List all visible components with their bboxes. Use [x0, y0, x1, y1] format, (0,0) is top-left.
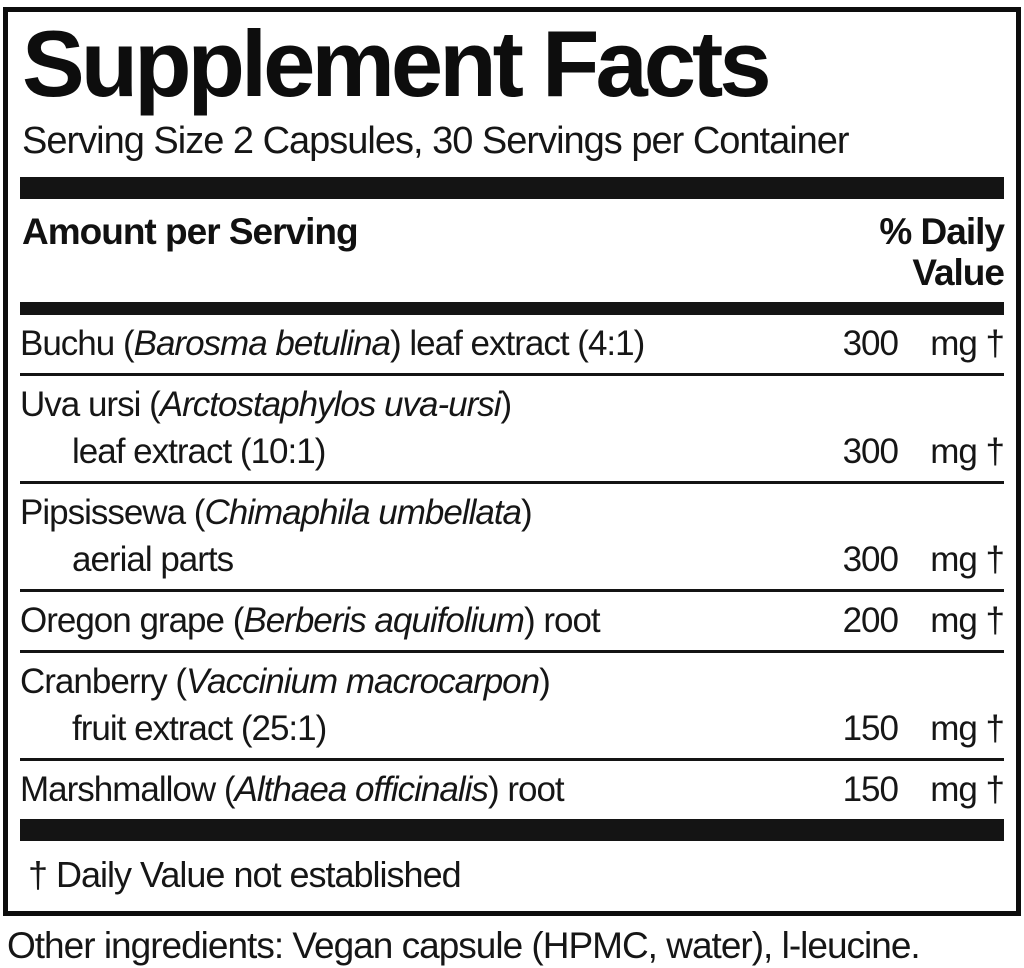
- ingredient-amount: 300: [842, 539, 899, 579]
- serving-size-line: Serving Size 2 Capsules, 30 Servings per…: [22, 119, 850, 162]
- ingredient-name: Cranberry (Vaccinium macrocarpon): [20, 658, 1004, 705]
- ingredient-row-oregon-grape: Oregon grape (Berberis aquifolium) root …: [20, 592, 1005, 653]
- ingredient-latin-name: Althaea officinalis: [234, 769, 489, 809]
- column-header-daily-value-line2: Value: [912, 252, 1005, 294]
- ingredient-latin-name: Vaccinium macrocarpon: [185, 661, 540, 701]
- ingredient-detail: leaf extract (10:1): [72, 431, 326, 471]
- ingredient-name-text: Cranberry (: [20, 661, 187, 701]
- ingredient-name-text: ) root: [487, 769, 565, 809]
- ingredient-name-text: Buchu (: [20, 323, 135, 363]
- ingredient-name-text: Marshmallow (: [20, 769, 236, 809]
- separator-bar-header: [20, 301, 1004, 315]
- separator-bar-top: [20, 176, 1004, 199]
- ingredient-amount: 200: [842, 600, 899, 640]
- ingredient-name: Oregon grape (Berberis aquifolium) root: [20, 597, 822, 644]
- ingredient-unit: mg †: [930, 600, 1005, 640]
- ingredient-row-cranberry: Cranberry (Vaccinium macrocarpon) fruit …: [20, 653, 1005, 761]
- column-header-daily-value-line1: % Daily: [879, 210, 1005, 252]
- ingredient-row-uva-ursi: Uva ursi (Arctostaphylos uva-ursi) leaf …: [20, 376, 1005, 484]
- column-header-row: Amount per Serving % Daily Value: [20, 199, 1005, 302]
- ingredient-amount: 150: [842, 708, 899, 748]
- ingredient-name: Pipsissewa (Chimaphila umbellata): [20, 489, 1004, 536]
- ingredient-name-text: ): [500, 384, 513, 424]
- supplement-facts-panel: Supplement Facts Serving Size 2 Capsules…: [3, 7, 1021, 916]
- ingredient-name: Uva ursi (Arctostaphylos uva-ursi): [20, 381, 1004, 428]
- footnote-daily-value: † Daily Value not established: [28, 853, 462, 895]
- ingredient-name-text: ): [539, 661, 551, 701]
- ingredient-latin-name: Arctostaphylos uva-ursi: [159, 384, 502, 424]
- column-header-daily-value: % Daily Value: [879, 210, 1005, 294]
- ingredient-latin-name: Chimaphila umbellata: [204, 492, 522, 532]
- ingredient-detail: fruit extract (25:1): [72, 708, 327, 748]
- ingredient-name-text: Pipsissewa (: [20, 492, 205, 532]
- ingredient-row-pipsissewa: Pipsissewa (Chimaphila umbellata) aerial…: [20, 484, 1005, 592]
- ingredient-unit: mg †: [930, 539, 1005, 579]
- ingredient-name-text: Oregon grape (: [20, 600, 244, 640]
- ingredient-name: Buchu (Barosma betulina) leaf extract (4…: [20, 320, 822, 367]
- ingredient-row-marshmallow: Marshmallow (Althaea officinalis) root 1…: [20, 761, 1005, 819]
- ingredient-unit: mg †: [930, 323, 1005, 363]
- panel-title: Supplement Facts: [22, 11, 772, 116]
- ingredient-latin-name: Barosma betulina: [133, 323, 391, 363]
- ingredient-name-text: ) root: [523, 600, 601, 640]
- column-header-amount-per-serving: Amount per Serving: [22, 210, 359, 252]
- ingredient-unit: mg †: [930, 431, 1005, 471]
- other-ingredients-line: Other ingredients: Vegan capsule (HPMC, …: [7, 924, 921, 966]
- ingredient-amount: 150: [842, 769, 899, 809]
- separator-bar-bottom: [20, 818, 1004, 841]
- ingredient-row-buchu: Buchu (Barosma betulina) leaf extract (4…: [20, 315, 1005, 376]
- ingredient-name-text: ) leaf extract (4:1): [390, 323, 645, 363]
- ingredient-unit: mg †: [930, 769, 1005, 809]
- ingredient-name-text: ): [521, 492, 533, 532]
- ingredient-amount: 300: [842, 431, 899, 471]
- ingredient-detail: aerial parts: [72, 539, 234, 579]
- ingredient-name-text: Uva ursi (: [20, 384, 161, 424]
- ingredient-amount: 300: [842, 323, 899, 363]
- ingredient-unit: mg †: [930, 708, 1005, 748]
- ingredient-name: Marshmallow (Althaea officinalis) root: [20, 766, 822, 813]
- ingredient-latin-name: Berberis aquifolium: [243, 600, 525, 640]
